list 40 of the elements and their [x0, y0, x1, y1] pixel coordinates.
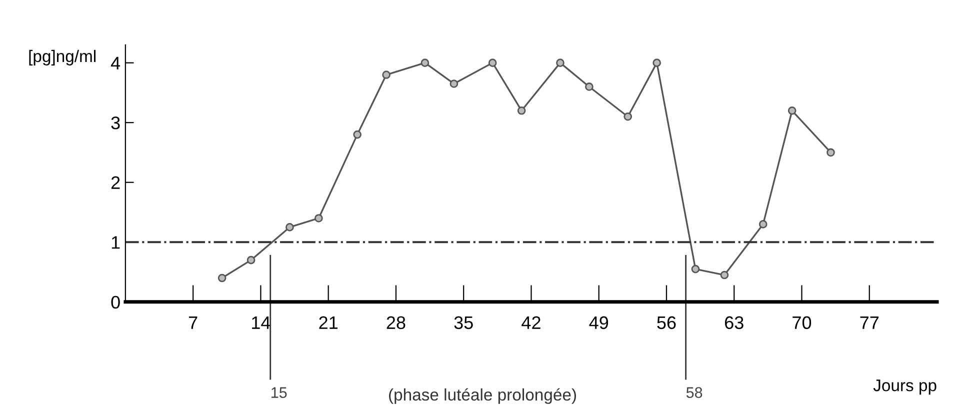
x-tick-label: 14 — [252, 316, 270, 329]
point — [691, 264, 700, 274]
y-axis-title: [pg]ng/ml — [29, 50, 96, 66]
x-tick-label: 56 — [657, 316, 676, 330]
point — [758, 220, 768, 228]
point — [652, 58, 661, 67]
x-tick-label: 49 — [589, 316, 608, 330]
y-tick-label: 1 — [112, 236, 120, 249]
point — [788, 106, 796, 115]
x-tick-label: 70 — [792, 316, 812, 330]
point — [420, 58, 430, 67]
x-tick-label: 28 — [386, 316, 406, 330]
point — [488, 58, 497, 67]
x-tick-label: 21 — [319, 316, 338, 329]
point — [286, 223, 294, 232]
point — [556, 58, 564, 67]
x-tick-label: 42 — [522, 316, 540, 329]
x-tick-label: 63 — [725, 316, 744, 330]
point — [246, 256, 256, 264]
point — [826, 148, 835, 157]
point — [450, 80, 458, 88]
point — [517, 106, 526, 115]
y-tick-label: 0 — [111, 296, 120, 309]
point — [720, 270, 729, 280]
y-tick-label: 3 — [111, 116, 120, 130]
ref-line-label: 58 — [686, 387, 702, 398]
x-axis-title: Jours pp — [873, 380, 936, 395]
point — [624, 112, 632, 121]
text: (phase lutéale prolongée) — [389, 388, 576, 404]
ref-line-label: 15 — [272, 387, 287, 398]
point — [353, 130, 362, 139]
point — [382, 70, 390, 79]
point — [585, 82, 594, 91]
x-tick-label: 77 — [860, 316, 879, 329]
y-tick-label: 2 — [111, 176, 120, 189]
point — [218, 274, 226, 282]
point — [314, 214, 323, 222]
y-tick-label: 4 — [110, 56, 120, 70]
x-tick-label: 35 — [454, 316, 473, 330]
x-tick-label: 7 — [188, 316, 198, 329]
